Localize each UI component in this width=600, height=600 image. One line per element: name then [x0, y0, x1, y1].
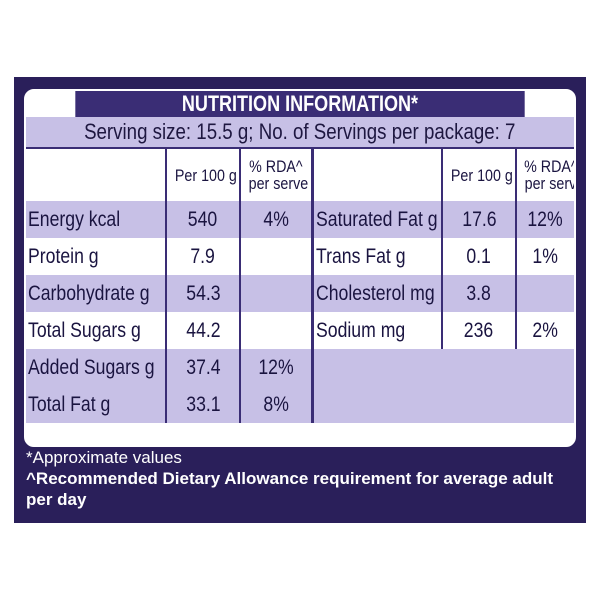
nutrient-value: 54.3 [166, 275, 241, 312]
nutrient-rda: 12% [516, 201, 574, 238]
nutrient-rda [240, 312, 314, 349]
nutrient-rda: 1% [516, 238, 574, 275]
nutrient-label: Saturated Fat g [312, 201, 443, 238]
nutrient-rda: 4% [240, 201, 314, 238]
header-per100-right: Per 100 g [442, 149, 517, 201]
nutrient-rda [240, 275, 314, 312]
table-row: Carbohydrate g 54.3 Cholesterol mg 3.8 [26, 275, 574, 312]
nutrient-label: Added Sugars g [26, 349, 167, 386]
table-row: Total Fat g 33.1 8% [26, 386, 574, 423]
nutrition-table-frame: NUTRITION INFORMATION* Serving size: 15.… [24, 89, 576, 447]
nutrient-label: Total Fat g [26, 386, 167, 423]
header-rda-right: % RDA^per serve [516, 149, 574, 201]
panel-title: NUTRITION INFORMATION* [75, 91, 525, 117]
table-row: Total Sugars g 44.2 Sodium mg 236 2% [26, 312, 574, 349]
nutrient-rda [240, 238, 314, 275]
nutrient-label: Protein g [26, 238, 167, 275]
nutrition-panel: NUTRITION INFORMATION* Serving size: 15.… [14, 77, 586, 523]
nutrient-rda: 8% [240, 386, 314, 423]
nutrient-label: Cholesterol mg [312, 275, 443, 312]
nutrient-label: Energy kcal [26, 201, 167, 238]
nutrient-value: 236 [442, 312, 517, 349]
header-per100-left: Per 100 g [166, 149, 241, 201]
nutrient-rda [516, 275, 574, 312]
empty-cell [312, 386, 574, 423]
nutrient-value: 540 [166, 201, 241, 238]
footnote-rda: ^Recommended Dietary Allowance requireme… [26, 469, 554, 509]
footnotes: *Approximate values ^Recommended Dietary… [26, 447, 576, 510]
header-blank-left [26, 149, 167, 201]
nutrient-value: 37.4 [166, 349, 241, 386]
table-row: Energy kcal 540 4% Saturated Fat g 17.6 … [26, 201, 574, 238]
header-row: Per 100 g % RDA^ per serve Per 100 g % RD… [26, 149, 574, 201]
footnote-approximate: *Approximate values [26, 448, 182, 467]
serving-text: Serving size: 15.5 g; No. of Servings pe… [84, 119, 516, 144]
nutrient-value: 17.6 [442, 201, 517, 238]
header-rda-left: % RDA^ per serve [240, 149, 314, 201]
nutrient-value: 3.8 [442, 275, 517, 312]
nutrient-label: Carbohydrate g [26, 275, 167, 312]
nutrient-rda: 12% [240, 349, 314, 386]
nutrient-value: 44.2 [166, 312, 241, 349]
nutrient-value: 0.1 [442, 238, 517, 275]
header-blank-right [312, 149, 443, 201]
table-row: Added Sugars g 37.4 12% [26, 349, 574, 386]
serving-info: Serving size: 15.5 g; No. of Servings pe… [26, 117, 574, 149]
nutrient-label: Total Sugars g [26, 312, 167, 349]
nutrient-rda: 2% [516, 312, 574, 349]
nutrient-label: Trans Fat g [312, 238, 443, 275]
nutrition-table: Per 100 g % RDA^ per serve Per 100 g % RD… [26, 149, 574, 423]
nutrient-value: 7.9 [166, 238, 241, 275]
nutrient-label: Sodium mg [312, 312, 443, 349]
table-row: Protein g 7.9 Trans Fat g 0.1 1% [26, 238, 574, 275]
nutrient-value: 33.1 [166, 386, 241, 423]
empty-cell [312, 349, 574, 386]
